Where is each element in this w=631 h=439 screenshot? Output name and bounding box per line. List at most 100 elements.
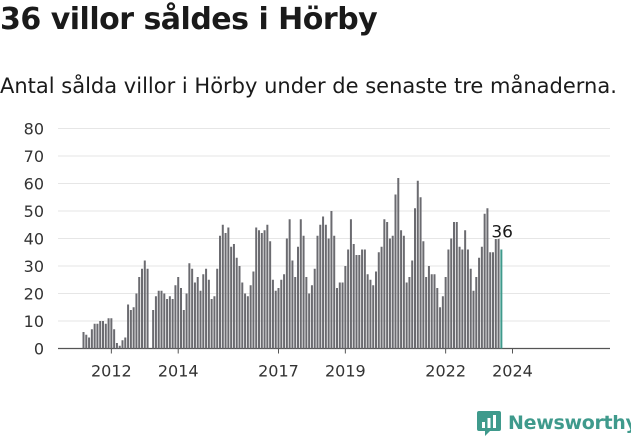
- bar: [207, 279, 210, 349]
- bar: [127, 304, 130, 349]
- bar: [132, 307, 135, 349]
- bar: [461, 249, 464, 349]
- bar: [99, 321, 102, 349]
- bar: [252, 271, 255, 349]
- bar: [430, 274, 433, 349]
- x-tick-label: 2022: [425, 362, 466, 381]
- bar: [238, 266, 241, 349]
- bar: [93, 323, 96, 349]
- bar: [411, 260, 414, 349]
- bar: [397, 178, 400, 349]
- bar: [483, 213, 486, 349]
- bar: [185, 293, 188, 349]
- bar: [327, 238, 330, 349]
- bar: [313, 268, 316, 349]
- bar: [358, 255, 361, 349]
- bar: [213, 296, 216, 349]
- bar: [475, 277, 478, 349]
- bar: [464, 230, 467, 349]
- bar: [344, 266, 347, 349]
- bar: [413, 208, 416, 349]
- bar: [402, 235, 405, 349]
- bar: [302, 235, 305, 349]
- bar: [310, 285, 313, 349]
- bar: [129, 310, 132, 349]
- bar: [436, 288, 439, 349]
- bar: [433, 274, 436, 349]
- bar: [425, 277, 428, 349]
- bar: [101, 321, 104, 349]
- y-tick-label: 0: [34, 340, 44, 359]
- bar: [388, 238, 391, 349]
- bar: [486, 208, 489, 349]
- bar: [138, 277, 141, 349]
- bar: [408, 277, 411, 349]
- newsworthy-logo-text: Newsworthy: [508, 412, 631, 434]
- bar: [427, 266, 430, 349]
- y-tick-label: 50: [24, 202, 44, 221]
- bar: [271, 279, 274, 349]
- bar: [444, 277, 447, 349]
- bar: [269, 241, 272, 349]
- newsworthy-logo-icon: [477, 411, 501, 436]
- bar: [188, 263, 191, 349]
- bar: [216, 268, 219, 349]
- bar: [107, 318, 110, 349]
- bar: [182, 310, 185, 349]
- x-tick-label: 2012: [91, 362, 132, 381]
- bar: [324, 224, 327, 349]
- bar: [377, 252, 380, 349]
- bar: [196, 277, 199, 349]
- bar: [416, 180, 419, 349]
- y-tick-label: 40: [24, 230, 44, 249]
- bar: [497, 235, 500, 349]
- bar: [277, 288, 280, 349]
- bar: [157, 290, 160, 349]
- bar: [166, 299, 169, 349]
- y-tick-label: 60: [24, 175, 44, 194]
- bar: [241, 282, 244, 349]
- bar: [285, 238, 288, 349]
- bar: [205, 268, 208, 349]
- bar: [341, 282, 344, 349]
- bar: [335, 288, 338, 349]
- bar: [374, 271, 377, 349]
- bar: [160, 290, 163, 349]
- bar: [383, 219, 386, 349]
- bar: [260, 233, 263, 349]
- bar: [124, 337, 127, 349]
- bar: [249, 285, 252, 349]
- bar: [419, 197, 422, 349]
- bar: [439, 307, 442, 349]
- bar-chart: 0 10 20 30 40 50 60 70 80 2012 2014 2017 2019 2022 202…: [24, 120, 610, 381]
- bar: [88, 337, 91, 349]
- bar: [422, 241, 425, 349]
- bar: [171, 299, 174, 349]
- y-tick-label: 10: [24, 312, 44, 331]
- bar: [227, 227, 230, 349]
- bar: [391, 235, 394, 349]
- bar: [115, 343, 118, 349]
- bar: [447, 249, 450, 349]
- bar: [466, 249, 469, 349]
- bar: [366, 274, 369, 349]
- bar: [450, 238, 453, 349]
- bar: [177, 277, 180, 349]
- bar: [140, 268, 143, 349]
- bar: [168, 296, 171, 349]
- x-tick-label: 2019: [325, 362, 366, 381]
- bar: [113, 329, 116, 349]
- bar: [469, 268, 472, 349]
- bar: [154, 296, 157, 349]
- bar: [455, 222, 458, 349]
- bar: [202, 274, 205, 349]
- bar: [296, 246, 299, 349]
- y-tick-label: 30: [24, 257, 44, 276]
- bar: [472, 290, 475, 349]
- bar: [294, 277, 297, 349]
- bar: [355, 255, 358, 349]
- bar: [299, 219, 302, 349]
- bar: [458, 246, 461, 349]
- bar: [380, 246, 383, 349]
- bar: [291, 260, 294, 349]
